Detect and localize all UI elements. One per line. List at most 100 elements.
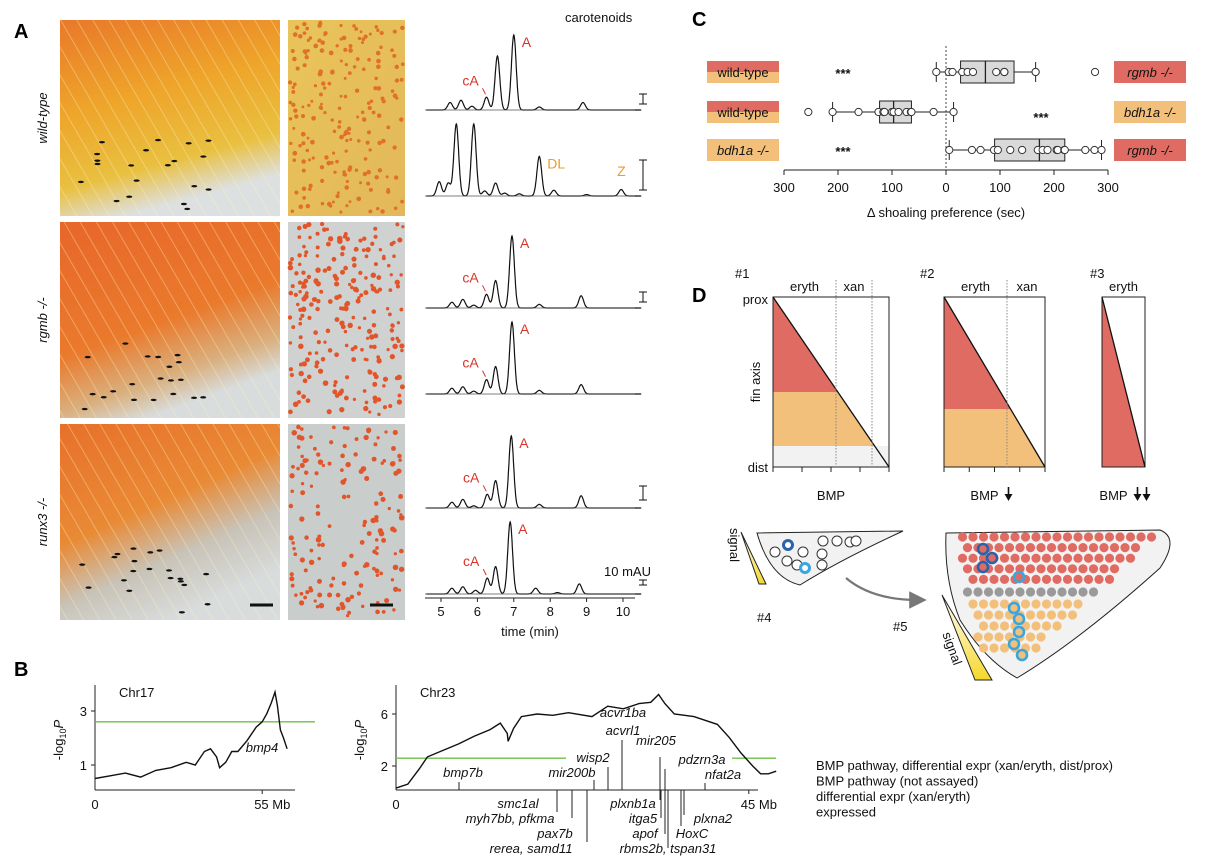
pigment-cell <box>291 90 296 94</box>
prox-label: prox <box>743 292 769 307</box>
gene-label: apof <box>632 826 659 841</box>
pigment-cell <box>311 156 315 160</box>
melanophore <box>122 342 129 345</box>
erythrophore-cell <box>1004 564 1015 574</box>
pigment-cell <box>296 302 300 307</box>
xanthophore-cell <box>983 632 994 642</box>
pigment-cell <box>340 245 346 251</box>
pigment-cell <box>317 368 324 374</box>
erythrophore-cell <box>1136 532 1146 542</box>
pigment-cell <box>392 29 397 34</box>
pigment-cell <box>291 541 295 545</box>
erythrophore-cell <box>1067 564 1078 574</box>
pigment-cell <box>351 357 357 362</box>
pigment-cell <box>393 586 399 592</box>
pigment-cell <box>315 604 320 609</box>
melanophore <box>171 159 178 163</box>
pigment-cell <box>290 284 295 289</box>
pigment-cell <box>313 330 318 335</box>
pigment-cell <box>332 129 337 134</box>
pigment-cells <box>77 20 405 618</box>
gene-label: nfat2a <box>705 767 741 782</box>
pigment-cell <box>292 401 299 408</box>
pigment-cell <box>382 376 389 382</box>
pigment-cell <box>400 199 404 204</box>
pigment-cell <box>290 49 295 54</box>
precursor-cell <box>816 559 828 571</box>
melanophore <box>100 396 107 399</box>
pigment-cell <box>321 463 326 468</box>
pigment-cell <box>367 105 372 111</box>
pigment-cell <box>398 494 404 499</box>
pigment-cell <box>396 399 403 405</box>
xanthophore-cell <box>989 621 999 631</box>
pigment-cell <box>386 263 391 268</box>
chromatograms: cA A DL ZcA AcA AcA AcA A 5 6 7 8 9 10 <box>425 33 647 619</box>
pigment-cell <box>343 47 348 52</box>
melanophore <box>110 390 117 393</box>
erythrophore-cell <box>1020 532 1031 542</box>
pigment-cell <box>395 284 401 289</box>
erythrophore-cell <box>1078 564 1088 574</box>
melanophore <box>94 152 101 156</box>
pigment-cell <box>376 86 382 91</box>
label-leader <box>482 285 486 292</box>
row-label-runx3: runx3 -/- <box>35 497 50 546</box>
pigment-cell <box>371 456 377 462</box>
genotype-label-left: bdh1a -/- <box>717 143 770 158</box>
pigment-cell <box>307 315 312 320</box>
pigment-cell <box>296 445 301 449</box>
pigment-cell <box>329 160 334 165</box>
chromatogram-trace <box>426 320 642 395</box>
pigment-cell <box>288 290 294 296</box>
label-leader <box>482 568 487 576</box>
melanophore <box>129 382 136 386</box>
pigment-cell <box>376 28 380 33</box>
pigment-cell <box>360 110 365 115</box>
pigment-cell <box>395 222 400 227</box>
melanophore <box>166 365 173 368</box>
pigment-cell <box>399 384 405 390</box>
melanophore <box>181 583 188 587</box>
pigment-cell <box>386 125 391 130</box>
melanophore <box>174 353 181 357</box>
pigment-cell <box>376 600 380 605</box>
panel-d-models: #1 eryth xan BMP #2 eryth xan BMP #3 eryth BMP prox… <box>727 266 1171 681</box>
pigment-cell <box>365 336 370 340</box>
pigment-cell <box>354 88 360 93</box>
x-tick-label: 6 <box>474 604 481 619</box>
pigment-cell <box>321 81 326 86</box>
pigment-cell <box>399 273 403 277</box>
pigment-cell <box>318 21 323 26</box>
data-point <box>1081 145 1090 155</box>
pigment-cell <box>292 150 298 156</box>
pigment-cell <box>375 50 381 56</box>
pigment-cell <box>320 178 325 183</box>
pigment-cell <box>341 35 347 41</box>
x-tick-label: 100 <box>989 180 1011 195</box>
pigment-cell <box>297 280 303 285</box>
gene-label: acvr1ba <box>600 705 646 720</box>
y-axis-label-prefix: -log <box>352 739 367 761</box>
erythrophore-cell <box>989 574 999 585</box>
pigment-cell <box>368 410 372 414</box>
melanophore <box>131 559 138 563</box>
pigment-cell <box>302 21 307 27</box>
peak-label-cA: cA <box>462 269 479 285</box>
data-point <box>1006 145 1015 155</box>
pigment-cell <box>307 103 311 107</box>
pigment-cell <box>299 462 305 468</box>
pigment-cell <box>381 138 386 144</box>
row-label-rgmb: rgmb -/- <box>35 297 50 343</box>
pigment-cell <box>296 390 302 396</box>
pigment-cell <box>346 494 351 499</box>
label-box-left <box>707 72 779 83</box>
melanophore <box>126 589 133 592</box>
pigment-cell <box>327 81 332 86</box>
pigment-cell <box>367 369 373 375</box>
xanthophore-cell <box>1031 643 1041 653</box>
data-point <box>929 107 938 117</box>
data-point <box>968 67 978 77</box>
pigment-cell <box>399 307 404 312</box>
pigment-cell <box>392 145 397 150</box>
